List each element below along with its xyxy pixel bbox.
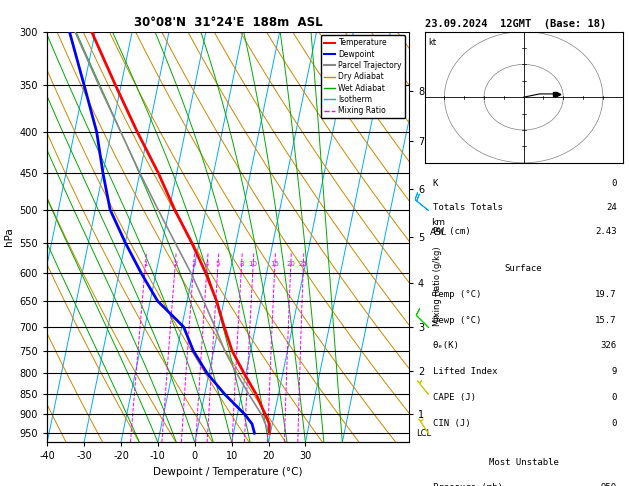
Text: 15: 15 bbox=[270, 261, 279, 267]
Y-axis label: hPa: hPa bbox=[4, 227, 14, 246]
Text: 0: 0 bbox=[611, 179, 617, 189]
Title: 30°08'N  31°24'E  188m  ASL: 30°08'N 31°24'E 188m ASL bbox=[134, 16, 322, 29]
Text: 19.7: 19.7 bbox=[595, 290, 617, 299]
Text: 3: 3 bbox=[191, 261, 196, 267]
Text: Surface: Surface bbox=[505, 264, 542, 273]
Text: PW (cm): PW (cm) bbox=[433, 227, 470, 236]
Text: 5: 5 bbox=[216, 261, 220, 267]
Text: 24: 24 bbox=[606, 203, 617, 212]
Legend: Temperature, Dewpoint, Parcel Trajectory, Dry Adiabat, Wet Adiabat, Isotherm, Mi: Temperature, Dewpoint, Parcel Trajectory… bbox=[321, 35, 405, 118]
Text: kt: kt bbox=[428, 38, 437, 47]
Text: K: K bbox=[433, 179, 438, 189]
Text: 2: 2 bbox=[173, 261, 177, 267]
Text: Dewp (°C): Dewp (°C) bbox=[433, 315, 481, 325]
Text: 0: 0 bbox=[611, 419, 617, 428]
Text: 4: 4 bbox=[205, 261, 209, 267]
Text: 2.43: 2.43 bbox=[595, 227, 617, 236]
Text: 326: 326 bbox=[601, 342, 617, 350]
Text: 1: 1 bbox=[143, 261, 148, 267]
Text: LCL: LCL bbox=[416, 429, 431, 438]
X-axis label: Dewpoint / Temperature (°C): Dewpoint / Temperature (°C) bbox=[153, 467, 303, 477]
Text: 25: 25 bbox=[299, 261, 308, 267]
Text: Totals Totals: Totals Totals bbox=[433, 203, 503, 212]
Text: 950: 950 bbox=[601, 483, 617, 486]
Text: 23.09.2024  12GMT  (Base: 18): 23.09.2024 12GMT (Base: 18) bbox=[425, 19, 606, 29]
Text: 8: 8 bbox=[240, 261, 244, 267]
Y-axis label: km
ASL: km ASL bbox=[430, 218, 447, 237]
Text: 20: 20 bbox=[286, 261, 295, 267]
Text: 9: 9 bbox=[611, 367, 617, 376]
Text: Pressure (mb): Pressure (mb) bbox=[433, 483, 503, 486]
Text: 15.7: 15.7 bbox=[595, 315, 617, 325]
Text: Temp (°C): Temp (°C) bbox=[433, 290, 481, 299]
Text: θₑ(K): θₑ(K) bbox=[433, 342, 459, 350]
Text: CAPE (J): CAPE (J) bbox=[433, 393, 476, 402]
Text: Mixing Ratio (g/kg): Mixing Ratio (g/kg) bbox=[433, 246, 442, 326]
Text: 10: 10 bbox=[248, 261, 258, 267]
Text: CIN (J): CIN (J) bbox=[433, 419, 470, 428]
Text: 0: 0 bbox=[611, 393, 617, 402]
Text: Lifted Index: Lifted Index bbox=[433, 367, 497, 376]
Text: Most Unstable: Most Unstable bbox=[489, 458, 559, 467]
